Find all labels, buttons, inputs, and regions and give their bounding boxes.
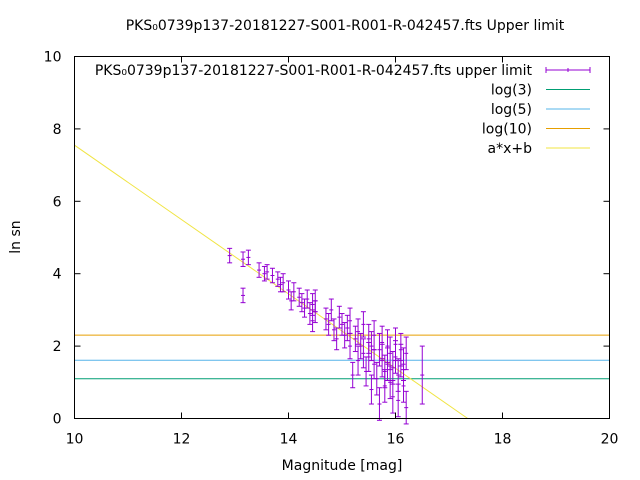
error-bar-point	[379, 325, 385, 360]
error-bar-point	[374, 361, 380, 396]
error-bar-point	[352, 325, 358, 353]
x-tick-label: 18	[494, 432, 512, 448]
error-bar-point	[355, 345, 361, 376]
error-bar-point	[371, 320, 377, 351]
error-bar-point	[393, 327, 398, 362]
y-tick-label: 10	[44, 50, 62, 66]
error-bar-point	[387, 365, 393, 400]
error-bar-point	[360, 311, 366, 338]
error-bar-point	[344, 314, 350, 342]
y-tick-label: 8	[53, 122, 62, 138]
error-bar-point	[291, 282, 297, 302]
error-bar-point	[360, 338, 366, 369]
error-bar-point	[264, 264, 270, 280]
error-bar-point	[299, 293, 305, 313]
error-bar-point	[347, 307, 353, 334]
legend-label: a*x+b	[488, 141, 533, 157]
error-bar-point	[323, 307, 329, 331]
error-bar-point	[347, 332, 353, 360]
x-tick-label: 14	[280, 432, 298, 448]
error-bar-point	[390, 379, 396, 414]
fit-lines	[74, 144, 610, 419]
error-bar-point	[240, 251, 246, 267]
error-bar-point	[419, 345, 425, 405]
legend-label: log(10)	[482, 122, 532, 138]
error-bar-point	[368, 374, 374, 405]
error-bar-point	[387, 336, 393, 371]
error-bar-point	[366, 341, 372, 372]
error-bar-point	[403, 336, 409, 371]
error-bar-point	[358, 332, 364, 360]
error-bar-point	[384, 347, 390, 381]
error-bar-point	[331, 318, 337, 342]
error-bar-point	[280, 273, 286, 293]
y-tick-label: 2	[53, 339, 62, 355]
error-bar-point	[326, 313, 332, 336]
error-bar-point	[336, 305, 342, 329]
plot-frame	[74, 56, 610, 419]
legend: PKS₀0739p137-20181227-S001-R001-R-042457…	[95, 63, 591, 157]
x-tick-label: 20	[601, 432, 619, 448]
y-tick-label: 4	[53, 267, 62, 283]
legend-label: log(3)	[491, 83, 532, 99]
error-bar-point	[350, 361, 356, 389]
error-bar-point	[307, 302, 313, 325]
legend-label: log(5)	[491, 102, 532, 118]
error-bar-point	[398, 332, 404, 367]
error-bar-point	[342, 322, 348, 349]
y-tick-label: 6	[53, 194, 62, 210]
x-axis: 10 12 14 16 18 20	[66, 56, 619, 448]
error-bar-point	[328, 298, 334, 322]
error-bar-point	[296, 287, 302, 307]
error-bar-point	[401, 347, 407, 381]
y-axis-label: ln sn	[8, 220, 24, 253]
x-tick-label: 10	[66, 432, 84, 448]
error-bar-point	[339, 313, 345, 336]
error-bar-point	[312, 289, 318, 313]
error-bar-point	[334, 327, 340, 351]
error-bar-point	[395, 383, 401, 418]
y-axis: 0 2 4 6 8 10	[44, 50, 610, 428]
x-tick-label: 16	[387, 432, 405, 448]
error-bar-point	[376, 332, 382, 367]
x-tick-label: 12	[173, 432, 191, 448]
chart-title: PKS₀0739p137-20181227-S001-R001-R-042457…	[126, 18, 565, 34]
error-bar-point	[403, 390, 409, 425]
error-bar-point	[382, 369, 388, 403]
error-bar-point	[310, 309, 316, 333]
error-bar-point	[261, 265, 267, 282]
legend-label: PKS₀0739p137-20181227-S001-R001-R-042457…	[95, 63, 533, 79]
error-bar-point	[227, 247, 233, 264]
error-bar-point	[256, 262, 262, 278]
error-bar-point	[269, 267, 275, 284]
series-line-4	[74, 144, 469, 419]
error-bar-point	[286, 280, 291, 300]
x-axis-label: Magnitude [mag]	[282, 458, 403, 474]
error-bar-point	[275, 271, 281, 287]
error-bar-point	[376, 387, 382, 421]
error-bar-point	[355, 318, 361, 345]
error-bar-point	[304, 289, 310, 309]
y-tick-label: 0	[53, 412, 62, 428]
error-bar-point	[368, 331, 374, 362]
error-bar-point	[240, 287, 246, 304]
legend-swatch	[545, 67, 591, 73]
error-bar-point	[245, 249, 251, 266]
data-points	[227, 247, 425, 425]
